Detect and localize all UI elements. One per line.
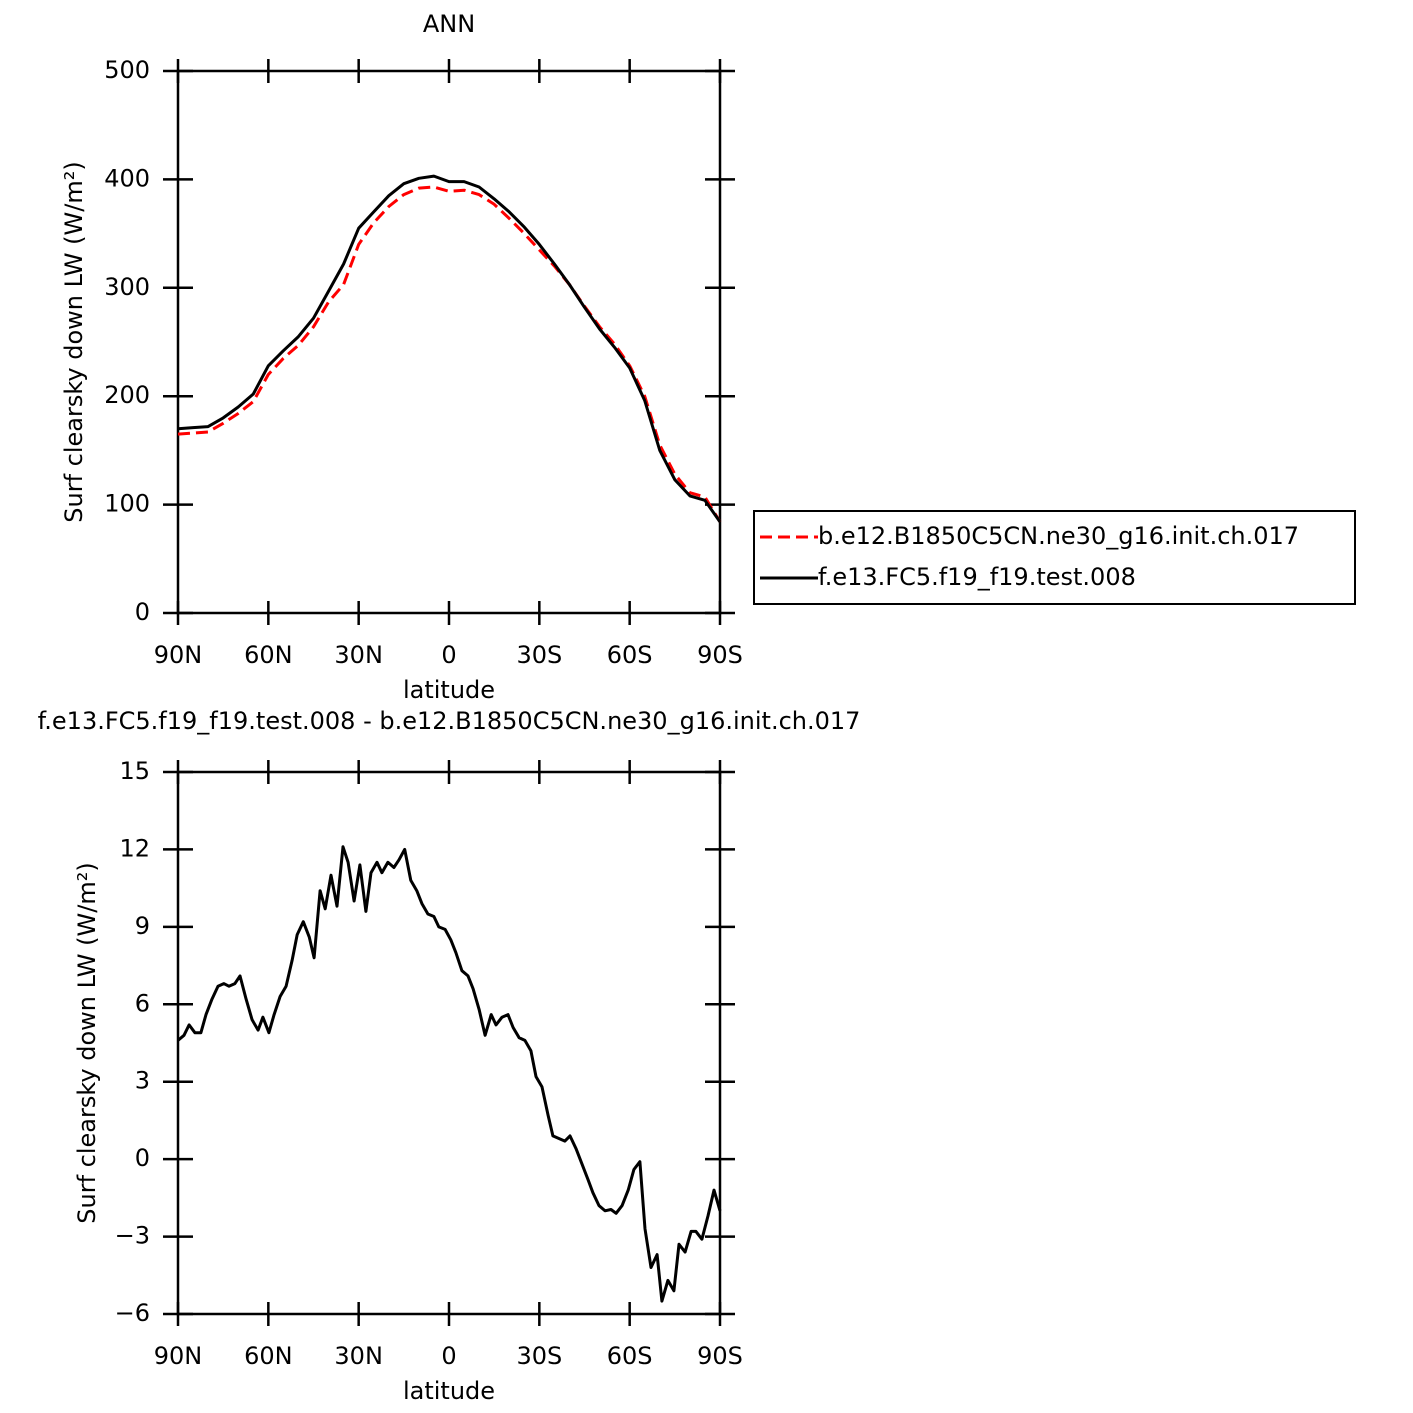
data-line: [177, 185, 722, 523]
x-tick-label: 0: [441, 1342, 456, 1370]
y-tick-label: 0: [135, 1144, 150, 1172]
y-tick-label: 9: [135, 912, 150, 940]
x-tick-label: 90S: [697, 641, 743, 669]
y-tick-label: 200: [104, 381, 150, 409]
x-tick-label: 60S: [607, 1342, 653, 1370]
x-tick-label: 60N: [244, 1342, 293, 1370]
y-axis-label: Surf clearsky down LW (W/m²): [73, 862, 101, 1223]
y-tick-label: 15: [119, 757, 150, 785]
y-tick-label: 100: [104, 490, 150, 518]
data-line: [177, 174, 722, 523]
x-tick-label: 0: [441, 641, 456, 669]
legend-label: f.e13.FC5.f19_f19.test.008: [818, 563, 1136, 591]
chart-title: f.e13.FC5.f19_f19.test.008 - b.e12.B1850…: [38, 707, 861, 735]
y-tick-label: −6: [115, 1299, 150, 1327]
x-tick-label: 30N: [334, 641, 383, 669]
y-axis-label: Surf clearsky down LW (W/m²): [60, 161, 88, 522]
x-tick-label: 30S: [516, 641, 562, 669]
data-line: [177, 845, 722, 1303]
y-tick-label: 300: [104, 273, 150, 301]
x-tick-label: 90S: [697, 1342, 743, 1370]
y-tick-label: 6: [135, 989, 150, 1017]
x-tick-label: 30N: [334, 1342, 383, 1370]
plot-frame: [176, 69, 722, 615]
x-tick-label: 60N: [244, 641, 293, 669]
y-tick-label: 400: [104, 164, 150, 192]
y-tick-label: 3: [135, 1067, 150, 1095]
y-tick-label: 500: [104, 56, 150, 84]
y-tick-label: 0: [135, 598, 150, 626]
x-axis-label: latitude: [403, 1377, 495, 1405]
x-tick-label: 90N: [154, 1342, 203, 1370]
legend-box: [753, 510, 1356, 605]
legend-label: b.e12.B1850C5CN.ne30_g16.init.ch.017: [818, 522, 1299, 550]
x-tick-label: 30S: [516, 1342, 562, 1370]
chart-title: ANN: [423, 10, 475, 38]
x-tick-label: 90N: [154, 641, 203, 669]
x-tick-label: 60S: [607, 641, 653, 669]
plot-frame: [176, 770, 722, 1316]
y-tick-label: 12: [119, 834, 150, 862]
y-tick-label: −3: [115, 1222, 150, 1250]
x-axis-label: latitude: [403, 676, 495, 704]
